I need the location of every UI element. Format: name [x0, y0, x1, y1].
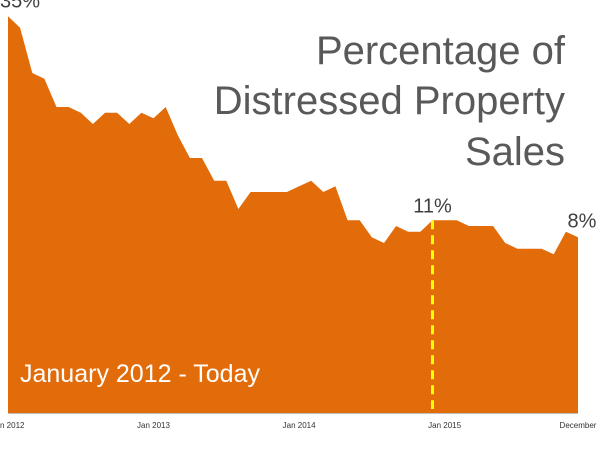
chart-title-line-1: Percentage of: [316, 29, 566, 73]
x-tick-label: Jan 2015: [428, 421, 461, 430]
area-series: [7, 16, 579, 414]
x-axis: Jan 2012 Jan 2013 Jan 2014 Jan 2015 December: [0, 413, 597, 430]
annotation-label: 11%: [413, 195, 452, 217]
x-tick-label: Jan 2012: [0, 421, 25, 430]
annotation-layer: 35% 11% 8%: [0, 0, 597, 232]
x-tick-label: December: [560, 421, 597, 430]
chart-title-line-3: Sales: [465, 130, 565, 174]
x-tick-label: Jan 2014: [283, 421, 316, 430]
annotation-label: 8%: [568, 210, 597, 232]
chart-subtitle: January 2012 - Today: [20, 360, 260, 388]
x-tick-label: Jan 2013: [137, 421, 170, 430]
area-fill: [8, 16, 578, 414]
annotation-label: 35%: [0, 0, 40, 12]
chart-title-line-2: Distressed Property: [214, 79, 565, 123]
